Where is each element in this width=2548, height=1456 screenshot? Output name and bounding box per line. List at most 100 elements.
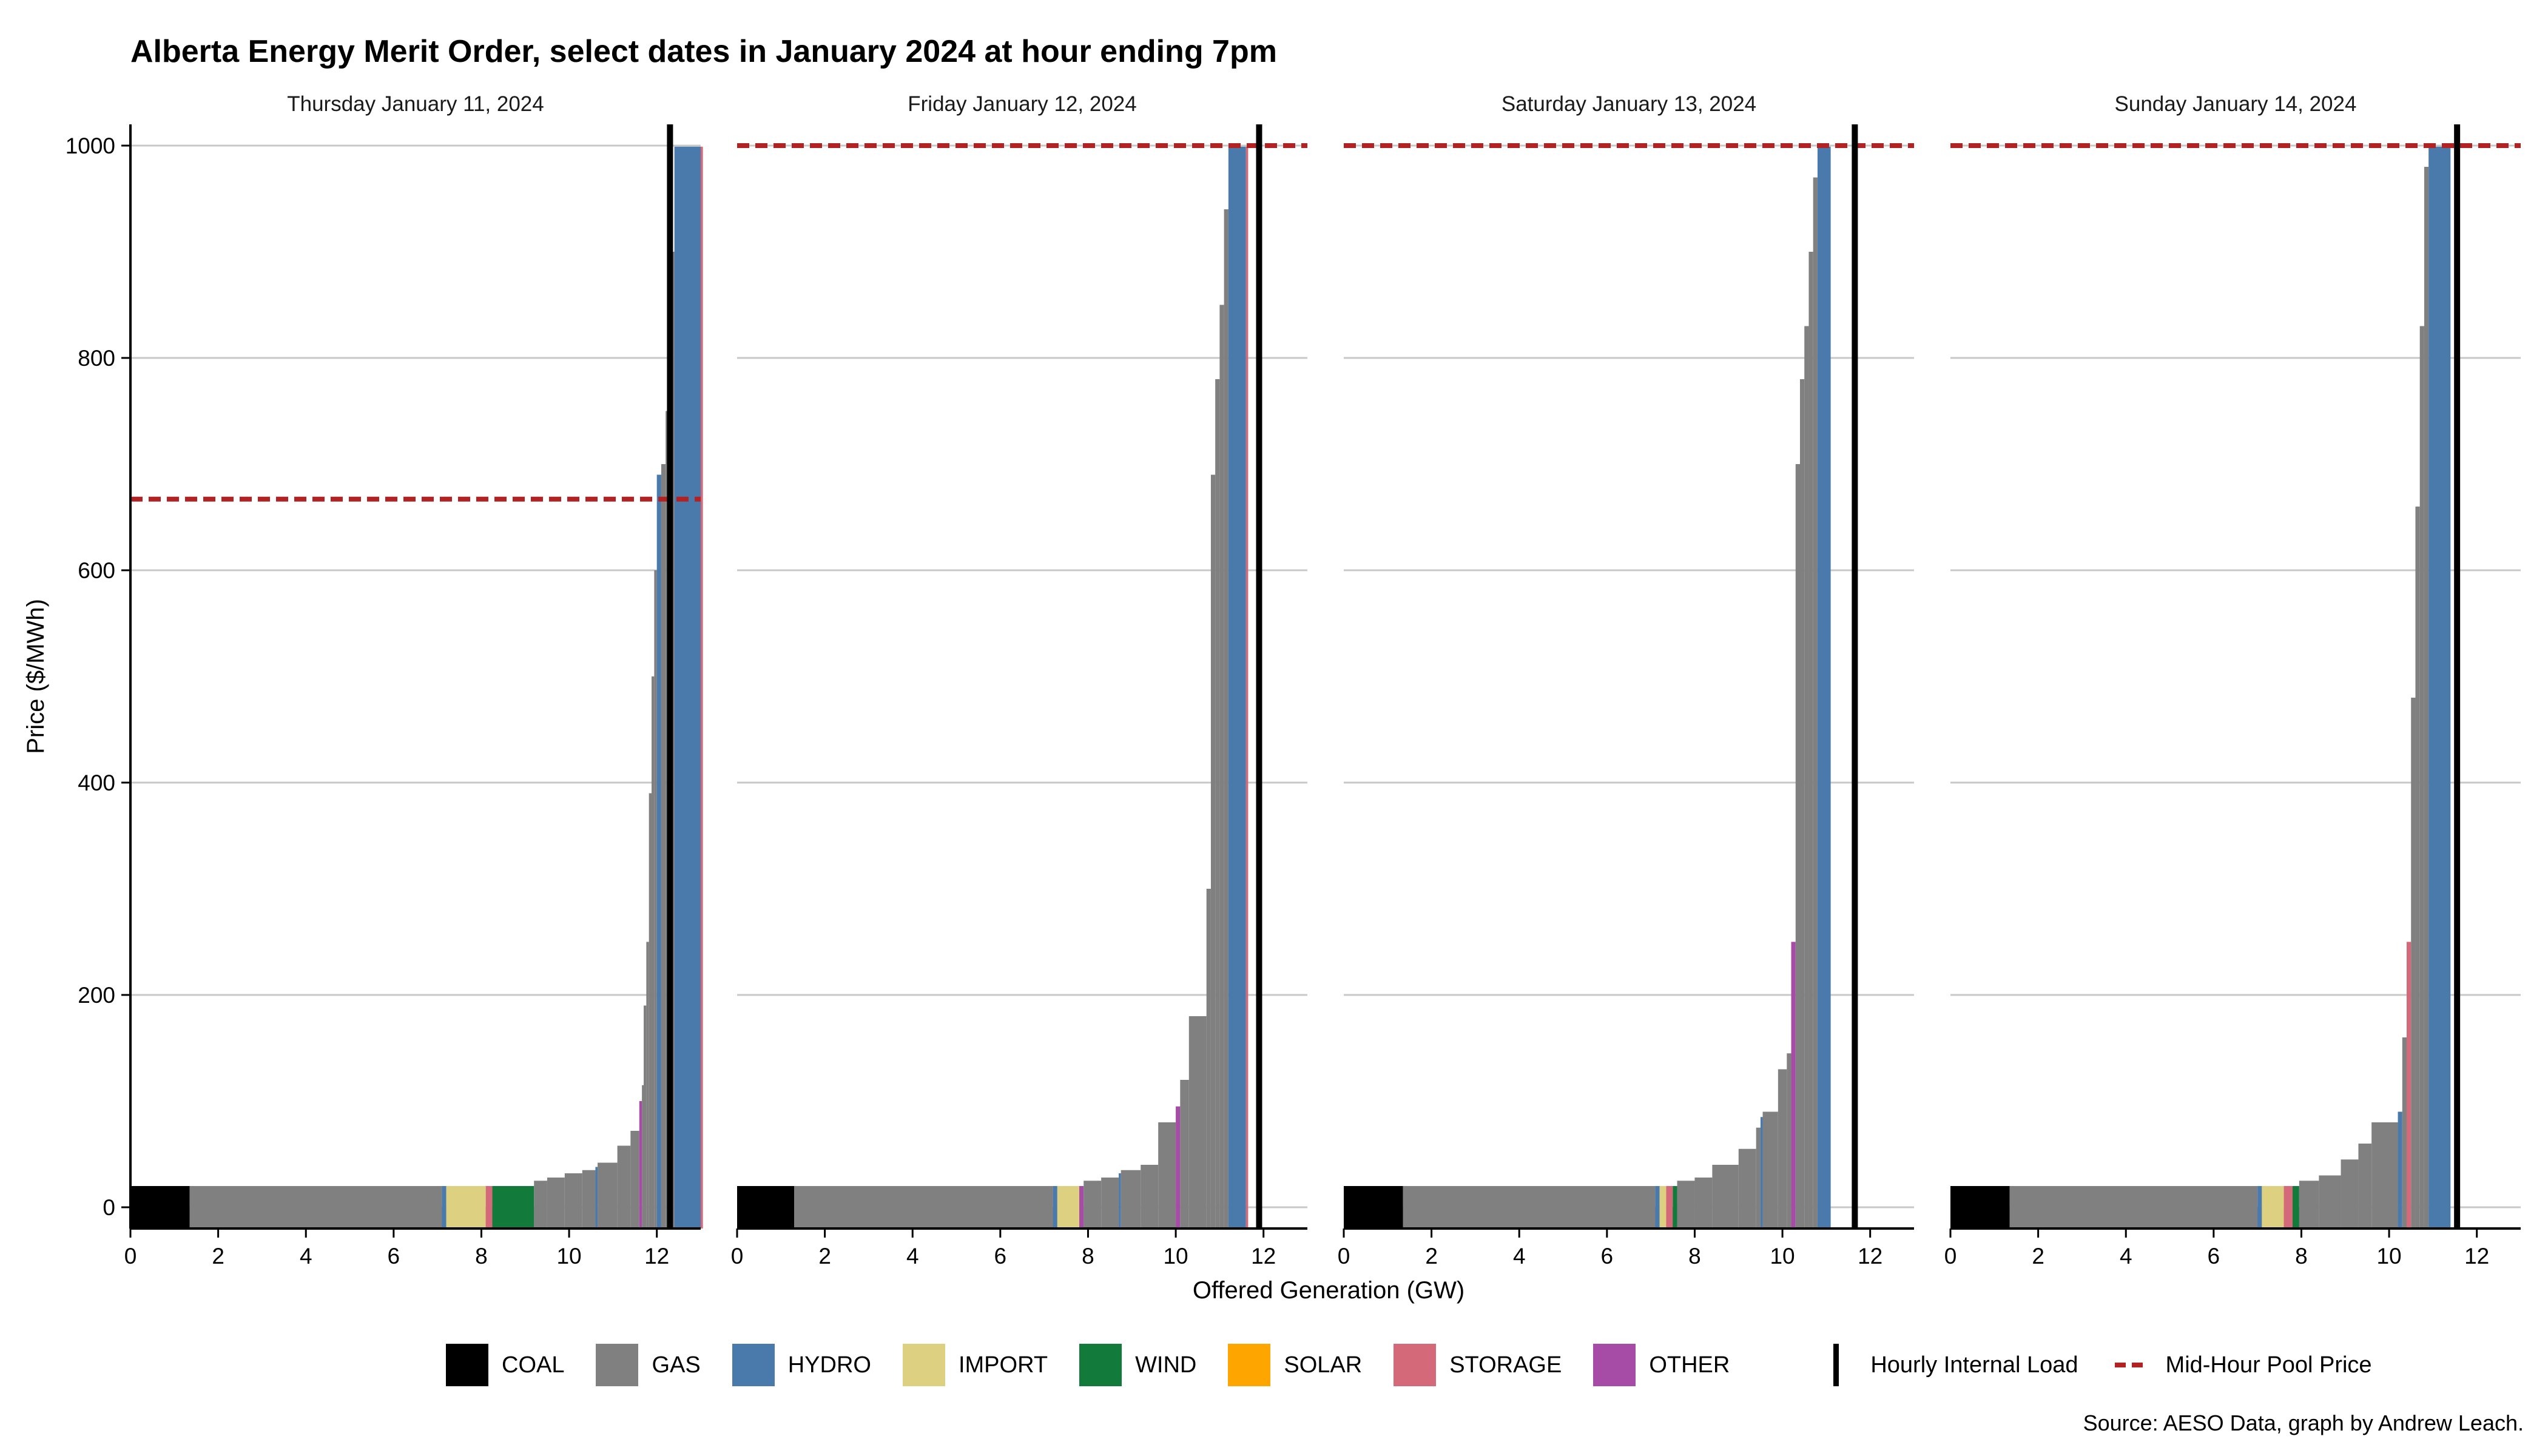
- offer-bar-gas: [1804, 326, 1809, 1228]
- x-tick-label: 12: [1858, 1244, 1882, 1269]
- offer-bar-gas: [1180, 1080, 1189, 1228]
- offer-bar-gas: [1808, 252, 1813, 1228]
- legend-item-load: Hourly Internal Load: [1815, 1344, 2078, 1386]
- offer-bar-storage: [701, 146, 703, 1228]
- y-tick-label: 0: [103, 1195, 115, 1220]
- x-tick-label: 6: [994, 1244, 1007, 1269]
- offer-bar-gas: [1101, 1178, 1119, 1228]
- panel-3: Saturday January 13, 2024 0 2 4 6 8 10 12: [1338, 92, 1914, 1269]
- legend-label-solar: SOLAR: [1284, 1352, 1363, 1378]
- x-tick-label: 6: [1601, 1244, 1614, 1269]
- panel-title: Saturday January 13, 2024: [1502, 92, 1756, 116]
- x-tick-label: 8: [1082, 1244, 1094, 1269]
- offer-bar-storage: [2283, 1186, 2293, 1228]
- offer-bar-gas: [1800, 379, 1805, 1228]
- offer-bar-import: [1659, 1186, 1667, 1228]
- offer-bar-hydro: [2257, 1186, 2262, 1228]
- x-tick-label: 8: [1688, 1244, 1701, 1269]
- x-tick-label: 12: [2464, 1244, 2489, 1269]
- offer-bar-coal: [1344, 1186, 1403, 1228]
- legend-item-storage: STORAGE: [1394, 1344, 1562, 1386]
- offer-bar-hydro: [1655, 1186, 1660, 1228]
- legend-swatch-wind: [1079, 1344, 1122, 1386]
- x-tick-label: 10: [1163, 1244, 1188, 1269]
- legend-label-price: Mid-Hour Pool Price: [2165, 1352, 2372, 1378]
- offer-bar-gas: [2371, 1122, 2398, 1228]
- offer-bar-gas: [1141, 1165, 1159, 1228]
- x-tick-label: 2: [212, 1244, 224, 1269]
- offer-bar-hydro: [1817, 146, 1831, 1228]
- panel-2: Friday January 12, 2024 0 2 4 6 8 10 12: [731, 92, 1307, 1269]
- y-axis-label: Price ($/MWh): [22, 599, 49, 754]
- offer-bar-gas: [1206, 889, 1211, 1228]
- legend-swatch-storage: [1394, 1344, 1437, 1386]
- x-tick-label: 10: [556, 1244, 581, 1269]
- offer-bar-gas: [2358, 1144, 2372, 1228]
- offer-bar-gas: [2341, 1159, 2359, 1228]
- x-tick-label: 4: [300, 1244, 312, 1269]
- x-tick-label: 12: [1251, 1244, 1276, 1269]
- offer-bar-gas: [1188, 1016, 1207, 1228]
- y-tick-label: 400: [78, 770, 115, 795]
- legend-swatch-hydro: [732, 1344, 775, 1386]
- offer-bar-hydro: [674, 146, 701, 1228]
- offer-bar-hydro: [1053, 1186, 1057, 1228]
- legend-swatch-solar: [1228, 1344, 1271, 1386]
- offer-bar-other: [639, 1101, 642, 1228]
- offer-bar-hydro: [1760, 1117, 1763, 1228]
- x-tick-label: 0: [1338, 1244, 1350, 1269]
- offer-bar-hydro: [2428, 146, 2451, 1228]
- legend-label-gas: GAS: [652, 1352, 701, 1378]
- legend-label-storage: STORAGE: [1449, 1352, 1562, 1378]
- offer-bar-gas: [794, 1186, 1053, 1228]
- chart-title: Alberta Energy Merit Order, select dates…: [130, 34, 1277, 69]
- offer-bar-gas: [2299, 1181, 2319, 1228]
- offer-bar-gas: [547, 1178, 565, 1228]
- offer-bar-import: [2262, 1186, 2284, 1228]
- legend-item-coal: COAL: [446, 1344, 564, 1386]
- offer-bar-gas: [1121, 1170, 1141, 1228]
- legend-swatch-coal: [446, 1344, 488, 1386]
- offer-bar-gas: [1778, 1069, 1787, 1228]
- offer-bar-coal: [130, 1186, 190, 1228]
- legend-label-coal: COAL: [502, 1352, 565, 1378]
- offer-bar-gas: [1738, 1148, 1756, 1228]
- offer-bar-gas: [1215, 379, 1220, 1228]
- legend-label-other: OTHER: [1649, 1352, 1730, 1378]
- x-tick-label: 4: [906, 1244, 919, 1269]
- offer-bar-gas: [2402, 1037, 2407, 1228]
- offer-bar-hydro: [1228, 146, 1246, 1228]
- panel-4: Sunday January 14, 2024 0 2 4 6 8 10 12: [1944, 92, 2521, 1269]
- offer-bar-storage: [2407, 942, 2412, 1228]
- y-tick-label: 1000: [66, 133, 115, 158]
- offer-bar-gas: [646, 942, 649, 1228]
- offer-bar-gas: [1762, 1111, 1778, 1228]
- offer-bar-wind: [2293, 1186, 2299, 1228]
- offer-bar-import: [1057, 1186, 1079, 1228]
- offer-bar-gas: [649, 793, 652, 1228]
- x-tick-label: 0: [731, 1244, 744, 1269]
- x-tick-label: 10: [2376, 1244, 2401, 1269]
- x-tick-label: 2: [1425, 1244, 1438, 1269]
- offer-bar-gas: [1795, 464, 1800, 1228]
- offer-bar-gas: [652, 676, 655, 1228]
- offer-bar-other: [1791, 942, 1796, 1228]
- x-tick-label: 8: [475, 1244, 488, 1269]
- panel-title: Thursday January 11, 2024: [287, 92, 544, 116]
- offer-bar-gas: [564, 1173, 582, 1228]
- offer-bar-gas: [1813, 177, 1818, 1228]
- offer-bar-gas: [1787, 1053, 1791, 1228]
- offer-bar-gas: [654, 570, 657, 1228]
- offer-bar-wind: [492, 1186, 534, 1228]
- panel-title: Sunday January 14, 2024: [2115, 92, 2357, 116]
- legend-item-other: OTHER: [1593, 1344, 1730, 1386]
- x-tick-label: 4: [1513, 1244, 1526, 1269]
- offer-bar-wind: [1673, 1186, 1677, 1228]
- legend: COAL GAS HYDRO IMPORT WIND SOLAR STORAGE…: [446, 1341, 2404, 1389]
- offer-bar-storage: [1666, 1186, 1673, 1228]
- legend-swatch-gas: [596, 1344, 639, 1386]
- y-tick-label: 600: [78, 558, 115, 583]
- offer-bar-other: [1079, 1186, 1084, 1228]
- offer-bar-gas: [1756, 1127, 1761, 1228]
